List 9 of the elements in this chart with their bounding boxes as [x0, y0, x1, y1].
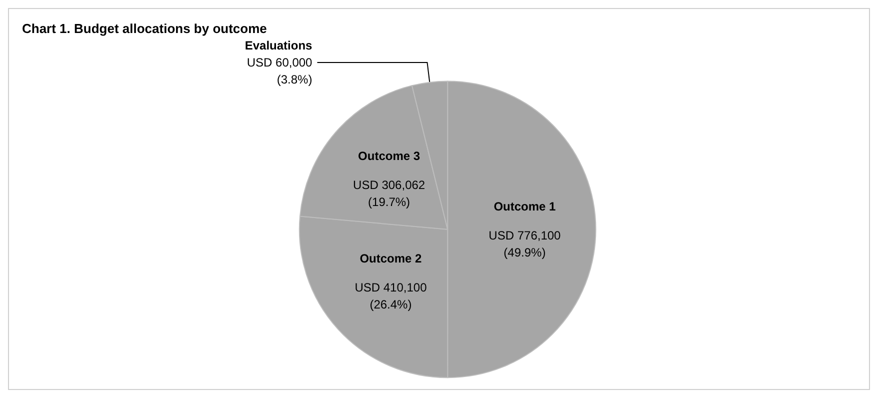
- data-label: USD 306,062 (19.7%): [353, 178, 426, 210]
- chart-title: Chart 1. Budget allocations by outcome: [22, 21, 267, 36]
- slice-label: Outcome 1: [494, 199, 556, 214]
- data-label: USD 60,000 (3.8%): [246, 55, 313, 86]
- data-label: USD 776,100 (49.9%): [488, 228, 562, 260]
- slice-label: Outcome 2: [360, 251, 422, 266]
- slice-label: Outcome 3: [358, 149, 420, 164]
- data-label: USD 410,100 (26.4%): [354, 280, 428, 312]
- slice-label: Evaluations: [244, 38, 313, 52]
